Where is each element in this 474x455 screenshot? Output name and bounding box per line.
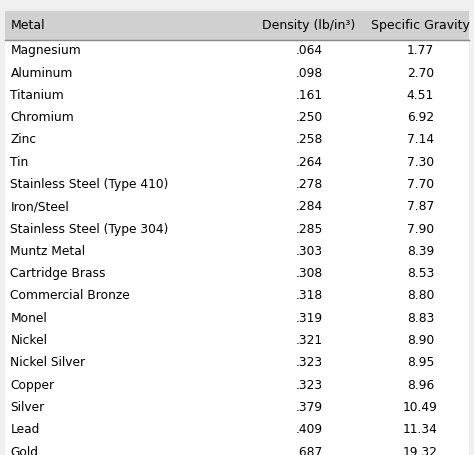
Text: .284: .284 bbox=[295, 200, 323, 213]
Text: 7.90: 7.90 bbox=[407, 222, 434, 236]
Bar bbox=[5, 329, 469, 352]
Text: Chromium: Chromium bbox=[10, 111, 74, 124]
Text: Titanium: Titanium bbox=[10, 89, 64, 102]
Text: Nickel: Nickel bbox=[10, 334, 47, 347]
Text: 4.51: 4.51 bbox=[407, 89, 434, 102]
Bar bbox=[5, 441, 469, 455]
Text: 8.90: 8.90 bbox=[407, 334, 434, 347]
Text: .278: .278 bbox=[295, 178, 323, 191]
Text: Gold: Gold bbox=[10, 445, 38, 455]
Bar bbox=[5, 151, 469, 173]
Text: Tin: Tin bbox=[10, 156, 29, 169]
Text: 6.92: 6.92 bbox=[407, 111, 434, 124]
Text: 8.96: 8.96 bbox=[407, 379, 434, 392]
Text: Specific Gravity: Specific Gravity bbox=[371, 19, 470, 32]
Text: .303: .303 bbox=[295, 245, 323, 258]
Text: .250: .250 bbox=[295, 111, 323, 124]
Bar bbox=[5, 11, 469, 40]
Text: 10.49: 10.49 bbox=[403, 401, 438, 414]
Text: Stainless Steel (Type 304): Stainless Steel (Type 304) bbox=[10, 222, 169, 236]
Text: .319: .319 bbox=[295, 312, 323, 325]
Text: 8.83: 8.83 bbox=[407, 312, 434, 325]
Bar bbox=[5, 307, 469, 329]
Text: Aluminum: Aluminum bbox=[10, 66, 73, 80]
Bar bbox=[5, 129, 469, 151]
Text: 19.32: 19.32 bbox=[403, 445, 438, 455]
Text: .285: .285 bbox=[295, 222, 323, 236]
Text: .161: .161 bbox=[295, 89, 323, 102]
Text: .264: .264 bbox=[295, 156, 323, 169]
Bar bbox=[5, 84, 469, 106]
Text: .409: .409 bbox=[295, 423, 323, 436]
Bar bbox=[5, 106, 469, 129]
Text: Density (lb/in³): Density (lb/in³) bbox=[263, 19, 356, 32]
Text: 1.77: 1.77 bbox=[407, 44, 434, 57]
Text: .098: .098 bbox=[295, 66, 323, 80]
Text: Lead: Lead bbox=[10, 423, 40, 436]
Bar bbox=[5, 263, 469, 285]
Text: Muntz Metal: Muntz Metal bbox=[10, 245, 85, 258]
Text: .308: .308 bbox=[295, 267, 323, 280]
Text: .379: .379 bbox=[295, 401, 323, 414]
Text: Copper: Copper bbox=[10, 379, 55, 392]
Bar bbox=[5, 196, 469, 218]
Text: Iron/Steel: Iron/Steel bbox=[10, 200, 69, 213]
Text: .687: .687 bbox=[295, 445, 323, 455]
Text: Stainless Steel (Type 410): Stainless Steel (Type 410) bbox=[10, 178, 169, 191]
Text: .258: .258 bbox=[295, 133, 323, 147]
Text: 7.70: 7.70 bbox=[407, 178, 434, 191]
Bar bbox=[5, 62, 469, 84]
Bar bbox=[5, 40, 469, 62]
Bar bbox=[5, 374, 469, 396]
Text: Monel: Monel bbox=[10, 312, 47, 325]
Text: Nickel Silver: Nickel Silver bbox=[10, 356, 85, 369]
Bar bbox=[5, 419, 469, 441]
Text: .323: .323 bbox=[295, 356, 323, 369]
Bar bbox=[5, 396, 469, 419]
Bar bbox=[5, 240, 469, 263]
Text: Silver: Silver bbox=[10, 401, 45, 414]
Text: 7.87: 7.87 bbox=[407, 200, 434, 213]
Text: 2.70: 2.70 bbox=[407, 66, 434, 80]
Text: 7.14: 7.14 bbox=[407, 133, 434, 147]
Text: 7.30: 7.30 bbox=[407, 156, 434, 169]
Text: 8.95: 8.95 bbox=[407, 356, 434, 369]
Bar bbox=[5, 285, 469, 307]
Text: .318: .318 bbox=[295, 289, 323, 303]
Text: 8.80: 8.80 bbox=[407, 289, 434, 303]
Text: 8.39: 8.39 bbox=[407, 245, 434, 258]
Text: Metal: Metal bbox=[10, 19, 45, 32]
Text: 8.53: 8.53 bbox=[407, 267, 434, 280]
Text: Commercial Bronze: Commercial Bronze bbox=[10, 289, 130, 303]
Text: 11.34: 11.34 bbox=[403, 423, 438, 436]
Text: .323: .323 bbox=[295, 379, 323, 392]
Text: Cartridge Brass: Cartridge Brass bbox=[10, 267, 106, 280]
Bar bbox=[5, 173, 469, 196]
Text: Zinc: Zinc bbox=[10, 133, 36, 147]
Text: Magnesium: Magnesium bbox=[10, 44, 81, 57]
Bar bbox=[5, 218, 469, 240]
Text: .064: .064 bbox=[295, 44, 323, 57]
Text: .321: .321 bbox=[295, 334, 323, 347]
Bar bbox=[5, 352, 469, 374]
